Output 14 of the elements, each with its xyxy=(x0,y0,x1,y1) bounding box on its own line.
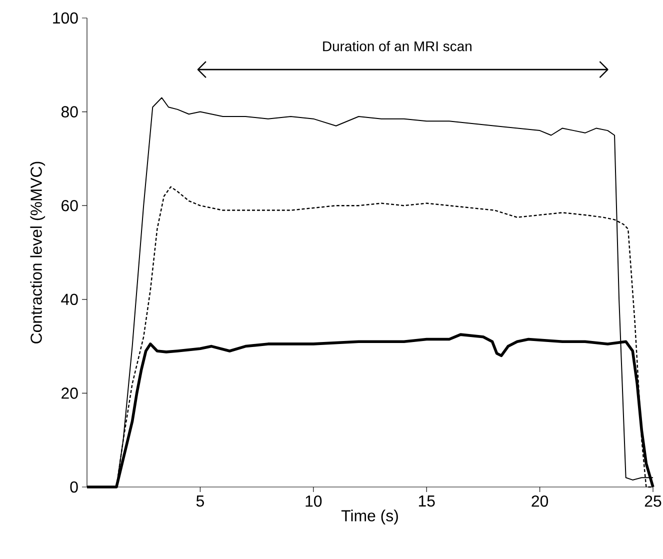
y-axis-title: Contraction level (%MVC) xyxy=(30,162,46,344)
annotation: Duration of an MRI scan xyxy=(323,41,472,52)
x-tick-label: 25 xyxy=(644,496,662,507)
x-tick-label: 15 xyxy=(418,496,435,507)
x-tick-label: 5 xyxy=(196,496,204,507)
y-tick-label: 0 xyxy=(70,481,78,493)
x-tick-label: 10 xyxy=(306,496,322,507)
y-tick-label: 40 xyxy=(61,294,78,306)
y-tick-label: 80 xyxy=(61,106,78,118)
x-axis-title: Time (s) xyxy=(341,510,398,524)
y-tick-label: 100 xyxy=(53,12,78,24)
x-tick-label: 20 xyxy=(532,496,548,507)
y-tick-label: 20 xyxy=(62,388,78,399)
y-tick-label: 60 xyxy=(62,200,78,212)
